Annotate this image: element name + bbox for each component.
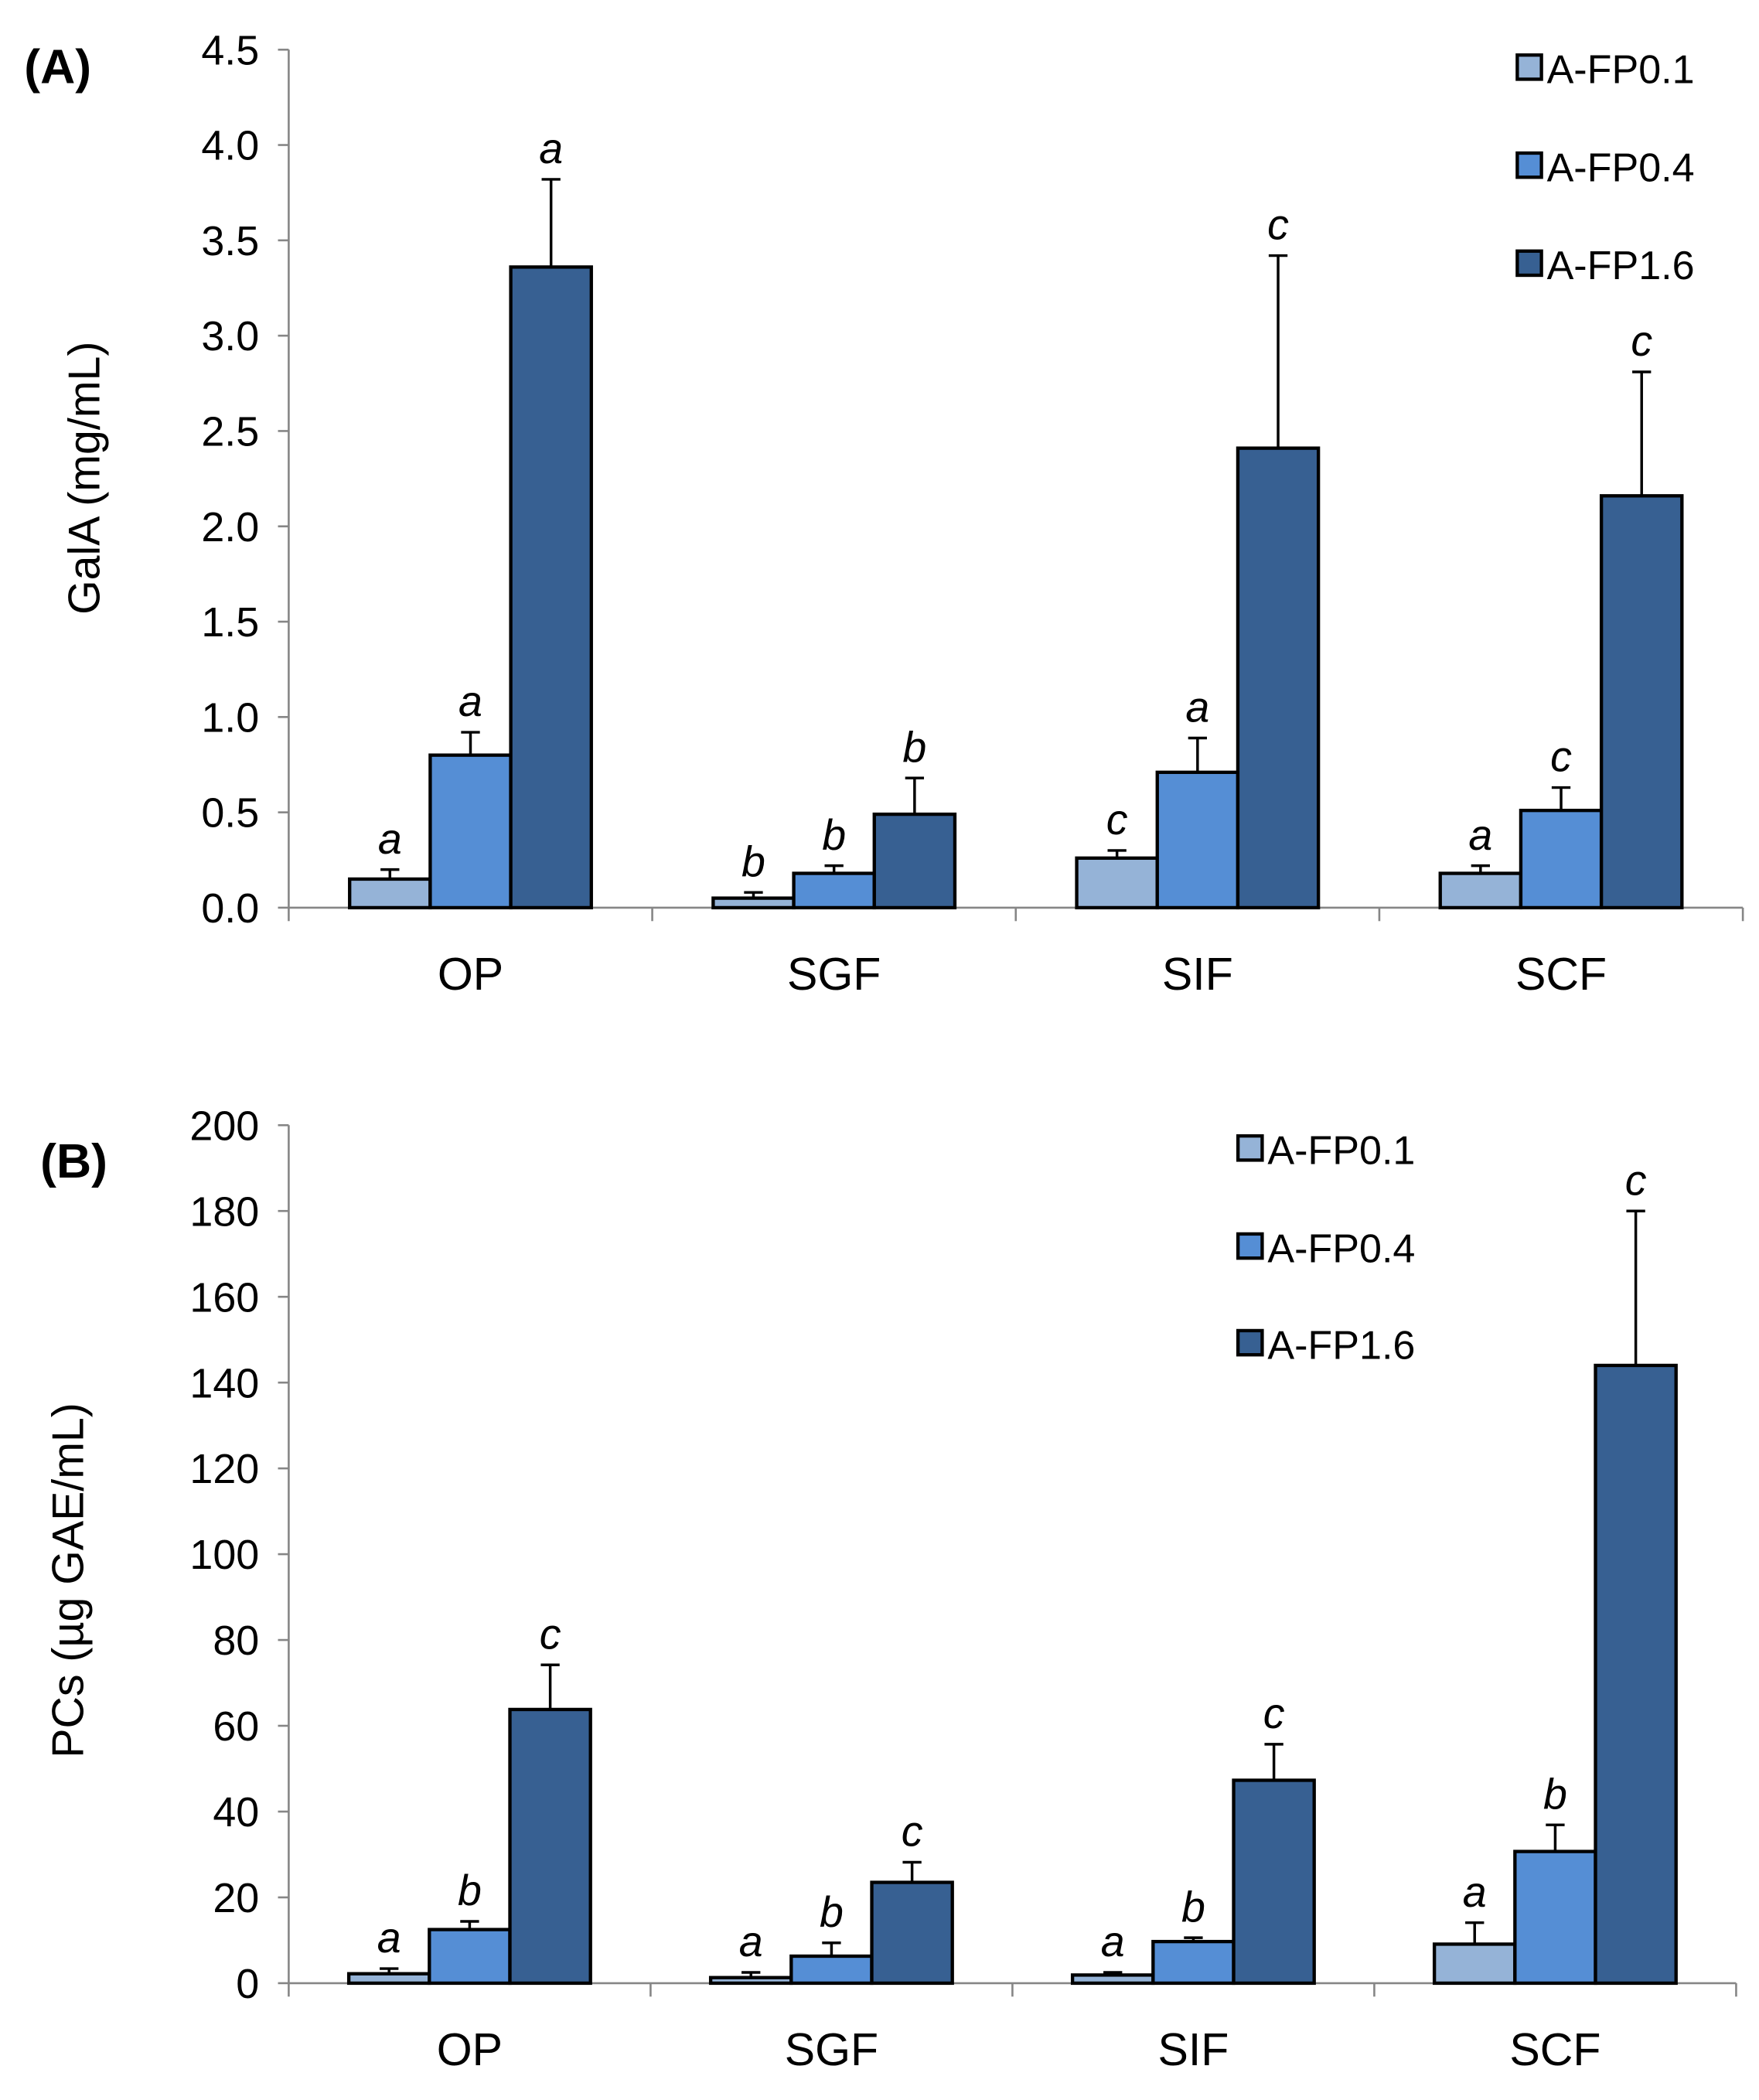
x-tick-label: SIF xyxy=(1158,2024,1229,2075)
bar-a-fp0-1 xyxy=(1070,1973,1155,1986)
legend-label: A-FP0.1 xyxy=(1267,1129,1415,1174)
x-tick-label: OP xyxy=(438,949,503,1000)
y-tick-label: 0.5 xyxy=(201,790,259,837)
bar-a-fp0-1 xyxy=(711,896,796,910)
legend-label: A-FP1.6 xyxy=(1267,1323,1415,1368)
bar-a-fp0-1 xyxy=(1432,1942,1517,1986)
x-tick-label: SGF xyxy=(785,2024,878,2075)
legend-label: A-FP0.4 xyxy=(1547,145,1695,190)
y-tick-label: 1.0 xyxy=(201,694,259,741)
bar-a-fp0-4 xyxy=(789,1954,874,1986)
significance-letter: b xyxy=(1543,1770,1567,1818)
significance-letter: b xyxy=(902,723,926,771)
significance-letter: a xyxy=(1185,684,1209,731)
significance-letter: b xyxy=(822,811,846,859)
x-tick-label: SCF xyxy=(1515,949,1607,1000)
significance-letter: a xyxy=(1463,1868,1487,1916)
significance-letter: a xyxy=(739,1918,763,1965)
bar-a-fp0-4 xyxy=(428,1928,512,1986)
y-tick-label: 2.0 xyxy=(201,504,259,551)
legend-swatch xyxy=(1236,1328,1264,1357)
bar-a-fp0-4 xyxy=(428,753,513,910)
bar-a-fp1-6 xyxy=(1236,446,1321,910)
y-tick-label: 40 xyxy=(213,1789,259,1836)
y-tick-label: 0 xyxy=(236,1961,259,2007)
legend-label: A-FP0.4 xyxy=(1267,1226,1415,1271)
legend-swatch xyxy=(1236,1232,1264,1260)
significance-letter: c xyxy=(1267,201,1289,249)
significance-letter: b xyxy=(741,837,765,885)
y-tick-label: 60 xyxy=(213,1703,259,1750)
y-tick-label: 120 xyxy=(189,1446,259,1492)
x-tick-label: SIF xyxy=(1162,949,1233,1000)
bar-a-fp0-1 xyxy=(1075,856,1159,910)
y-tick-label: 160 xyxy=(189,1274,259,1321)
y-tick-label: 180 xyxy=(189,1188,259,1235)
y-tick-label: 4.0 xyxy=(201,123,259,169)
bar-a-fp1-6 xyxy=(1232,1778,1316,1986)
significance-letter: b xyxy=(458,1866,482,1914)
y-tick-label: 200 xyxy=(189,1103,259,1149)
legend-swatch xyxy=(1236,1134,1264,1162)
significance-letter: a xyxy=(1468,811,1492,859)
y-tick-label: 20 xyxy=(213,1875,259,1921)
significance-letter: c xyxy=(1625,1156,1647,1204)
y-tick-label: 140 xyxy=(189,1360,259,1406)
y-tick-label: 2.5 xyxy=(201,409,259,455)
y-tick-label: 4.5 xyxy=(201,27,259,73)
panel-label: (A) xyxy=(24,40,91,94)
legend-swatch xyxy=(1515,151,1543,179)
y-tick-label: 1.5 xyxy=(201,599,259,646)
legend-swatch xyxy=(1515,53,1543,81)
y-tick-label: 3.5 xyxy=(201,218,259,264)
y-tick-label: 0.0 xyxy=(201,885,259,932)
y-tick-label: 80 xyxy=(213,1618,259,1664)
x-tick-label: OP xyxy=(437,2024,503,2075)
y-tick-label: 100 xyxy=(189,1532,259,1578)
bar-a-fp0-1 xyxy=(1438,871,1523,910)
significance-letter: a xyxy=(458,677,482,725)
significance-letter: c xyxy=(1263,1689,1285,1737)
significance-letter: a xyxy=(1101,1918,1125,1965)
significance-letter: a xyxy=(539,124,563,172)
significance-letter: a xyxy=(377,1914,401,1962)
bar-a-fp1-6 xyxy=(1594,1363,1678,1986)
significance-letter: a xyxy=(378,815,402,863)
significance-letter: c xyxy=(902,1808,923,1856)
legend-swatch xyxy=(1515,249,1543,278)
bar-a-fp1-6 xyxy=(872,812,957,910)
bar-a-fp0-1 xyxy=(346,1972,431,1986)
bar-a-fp1-6 xyxy=(508,1707,592,1986)
bar-a-fp0-1 xyxy=(348,877,432,910)
x-tick-label: SCF xyxy=(1509,2024,1600,2075)
bar-a-fp0-4 xyxy=(1519,808,1604,910)
panel-label: (B) xyxy=(40,1134,107,1188)
bar-a-fp1-6 xyxy=(870,1880,954,1986)
y-axis-label: GalA (mg/mL) xyxy=(60,342,110,615)
y-tick-label: 3.0 xyxy=(201,313,259,360)
bar-a-fp0-4 xyxy=(1513,1849,1597,1986)
x-tick-label: SGF xyxy=(787,949,881,1000)
significance-letter: b xyxy=(820,1888,844,1936)
significance-letter: c xyxy=(1550,733,1572,781)
bar-a-fp1-6 xyxy=(509,265,593,910)
legend-label: A-FP1.6 xyxy=(1547,244,1695,288)
bar-a-fp1-6 xyxy=(1599,494,1684,910)
bar-a-fp0-1 xyxy=(708,1976,793,1986)
significance-letter: b xyxy=(1181,1883,1205,1931)
significance-letter: c xyxy=(540,1610,561,1658)
legend-label: A-FP0.1 xyxy=(1547,48,1695,93)
significance-letter: c xyxy=(1631,317,1652,365)
bar-a-fp0-4 xyxy=(792,871,876,910)
significance-letter: c xyxy=(1106,796,1128,844)
y-axis-label: PCs (µg GAE/mL) xyxy=(44,1403,94,1758)
bar-a-fp0-4 xyxy=(1151,1939,1236,1986)
bar-a-fp0-4 xyxy=(1155,770,1240,910)
